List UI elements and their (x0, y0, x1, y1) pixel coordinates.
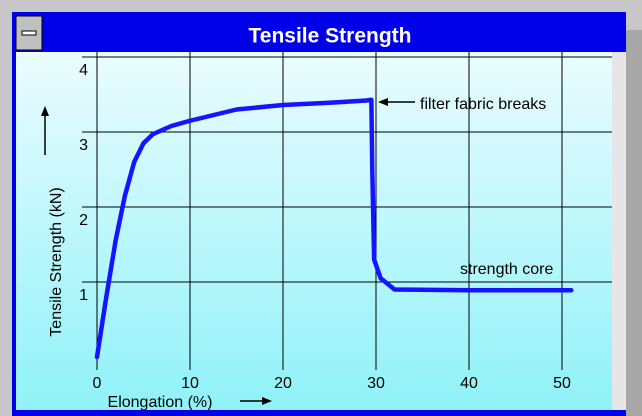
x-tick-label: 30 (367, 375, 385, 392)
annotation: strength core (460, 261, 553, 278)
y-axis-label: Tensile Strength (kN) (48, 187, 65, 336)
system-menu-icon (21, 30, 37, 36)
x-tick-label: 40 (460, 375, 478, 392)
x-tick-label: 0 (93, 375, 102, 392)
annotation-arrowhead (378, 98, 388, 106)
window-edge (612, 52, 626, 410)
chart-title: Tensile Strength (249, 25, 412, 48)
x-axis-arrowhead (262, 397, 272, 405)
x-tick-label: 50 (553, 375, 571, 392)
y-axis-arrowhead (41, 106, 49, 116)
x-tick-label: 20 (274, 375, 292, 392)
x-tick-label: 10 (181, 375, 199, 392)
y-tick-label: 4 (79, 62, 88, 79)
annotation: filter fabric breaks (420, 96, 546, 113)
data-line (94, 97, 574, 360)
plot (82, 52, 612, 370)
x-axis-label: Elongation (%) (108, 394, 213, 411)
y-tick-label: 1 (79, 287, 88, 304)
y-tick-label: 2 (79, 212, 88, 229)
y-tick-label: 3 (79, 137, 88, 154)
shadow-panel (626, 30, 642, 416)
system-menu-button[interactable] (15, 15, 43, 51)
